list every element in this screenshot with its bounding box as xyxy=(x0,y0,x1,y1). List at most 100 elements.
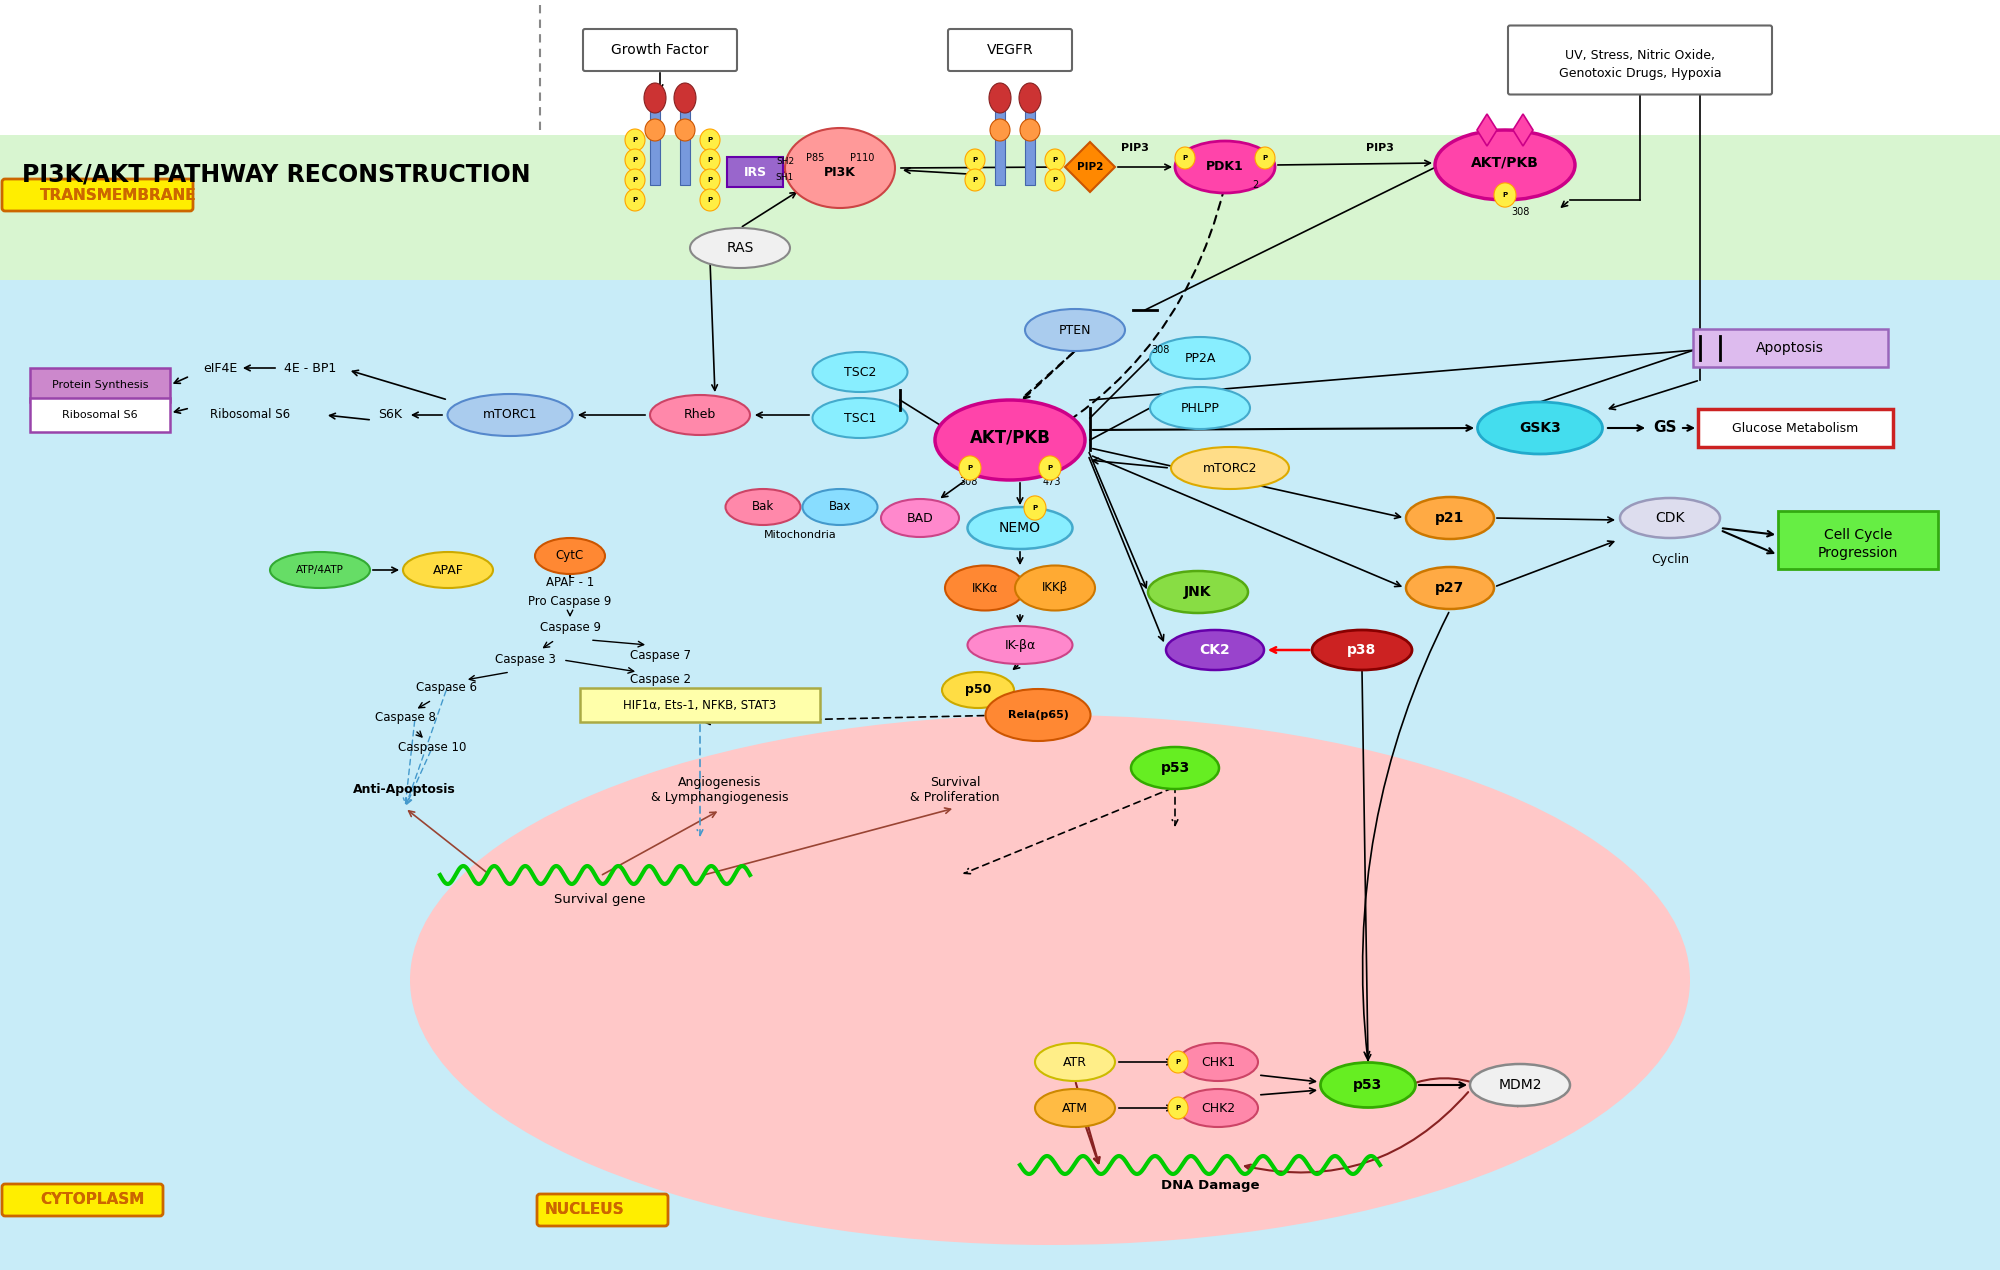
Bar xyxy=(728,157,784,187)
Ellipse shape xyxy=(1036,1043,1116,1081)
Ellipse shape xyxy=(700,130,720,151)
Ellipse shape xyxy=(270,552,370,588)
Text: CytC: CytC xyxy=(556,550,584,563)
Text: Rela(p65): Rela(p65) xyxy=(1008,710,1068,720)
Ellipse shape xyxy=(936,400,1084,480)
Ellipse shape xyxy=(1166,630,1264,671)
FancyBboxPatch shape xyxy=(1508,25,1772,94)
Text: GS: GS xyxy=(1654,420,1676,436)
Text: P: P xyxy=(1176,1059,1180,1066)
Text: APAF - 1: APAF - 1 xyxy=(546,575,594,588)
Ellipse shape xyxy=(1016,565,1096,611)
Ellipse shape xyxy=(1320,1063,1416,1107)
Text: PI3K/AKT PATHWAY RECONSTRUCTION: PI3K/AKT PATHWAY RECONSTRUCTION xyxy=(22,163,530,187)
Bar xyxy=(30,368,170,403)
Bar xyxy=(1698,409,1892,447)
Text: 308: 308 xyxy=(1510,207,1530,217)
Text: Cyclin: Cyclin xyxy=(1652,554,1688,566)
Text: Angiogenesis
& Lymphangiogenesis: Angiogenesis & Lymphangiogenesis xyxy=(652,776,788,804)
Text: p53: p53 xyxy=(1354,1078,1382,1092)
Text: 308: 308 xyxy=(1150,345,1170,356)
Text: mTORC1: mTORC1 xyxy=(482,409,538,422)
Ellipse shape xyxy=(960,456,980,480)
Text: Caspase 9: Caspase 9 xyxy=(540,621,600,635)
Text: AKT/PKB: AKT/PKB xyxy=(970,429,1050,447)
Text: P: P xyxy=(632,177,638,183)
Ellipse shape xyxy=(988,83,1012,113)
Text: P: P xyxy=(1502,192,1508,198)
Text: Ribosomal S6: Ribosomal S6 xyxy=(62,410,138,420)
Bar xyxy=(680,100,690,185)
FancyBboxPatch shape xyxy=(948,29,1072,71)
Polygon shape xyxy=(1514,114,1534,146)
Ellipse shape xyxy=(700,189,720,211)
Ellipse shape xyxy=(1044,169,1064,190)
Ellipse shape xyxy=(700,149,720,171)
Ellipse shape xyxy=(1020,83,1040,113)
Text: Rheb: Rheb xyxy=(684,409,716,422)
Text: IKKβ: IKKβ xyxy=(1042,582,1068,594)
FancyBboxPatch shape xyxy=(536,1194,668,1226)
Text: Survival
& Proliferation: Survival & Proliferation xyxy=(910,776,1000,804)
Text: P: P xyxy=(1182,155,1188,161)
Ellipse shape xyxy=(1178,1043,1258,1081)
Ellipse shape xyxy=(1024,309,1124,351)
Text: ATM: ATM xyxy=(1062,1101,1088,1115)
Ellipse shape xyxy=(410,715,1690,1245)
Bar xyxy=(996,100,1006,185)
Ellipse shape xyxy=(1406,497,1494,538)
Text: S6K: S6K xyxy=(378,409,402,422)
Bar xyxy=(0,279,2000,1270)
Text: P: P xyxy=(972,177,978,183)
Text: UV, Stress, Nitric Oxide,: UV, Stress, Nitric Oxide, xyxy=(1564,48,1716,61)
Text: SH1: SH1 xyxy=(776,174,794,183)
Ellipse shape xyxy=(1176,141,1276,193)
Ellipse shape xyxy=(1024,495,1046,521)
Text: BAD: BAD xyxy=(906,512,934,525)
Text: P: P xyxy=(632,157,638,163)
Text: TRANSMEMBRANE: TRANSMEMBRANE xyxy=(40,188,196,202)
Text: P: P xyxy=(632,137,638,144)
Ellipse shape xyxy=(1178,1088,1258,1126)
Text: P: P xyxy=(708,137,712,144)
Text: VEGFR: VEGFR xyxy=(986,43,1034,57)
Bar xyxy=(580,688,820,723)
Ellipse shape xyxy=(448,394,572,436)
Text: PDK1: PDK1 xyxy=(1206,160,1244,174)
Text: NEMO: NEMO xyxy=(1000,521,1040,535)
Text: Caspase 7: Caspase 7 xyxy=(630,649,690,662)
Ellipse shape xyxy=(1172,447,1288,489)
Text: DNA Damage: DNA Damage xyxy=(1160,1179,1260,1191)
Text: p53: p53 xyxy=(1160,761,1190,775)
Bar xyxy=(30,398,170,432)
Text: Protein Synthesis: Protein Synthesis xyxy=(52,380,148,390)
Polygon shape xyxy=(1064,142,1116,192)
Text: P: P xyxy=(708,177,712,183)
Bar xyxy=(650,100,660,185)
Text: Glucose Metabolism: Glucose Metabolism xyxy=(1732,422,1858,434)
Text: GSK3: GSK3 xyxy=(1520,420,1560,436)
Text: Caspase 8: Caspase 8 xyxy=(374,711,436,724)
Text: P85: P85 xyxy=(806,152,824,163)
Text: P: P xyxy=(708,157,712,163)
Text: NUCLEUS: NUCLEUS xyxy=(544,1203,624,1218)
Text: NUCLEUS: NUCLEUS xyxy=(544,1203,624,1218)
Text: IKKα: IKKα xyxy=(972,582,998,594)
Polygon shape xyxy=(1476,114,1496,146)
Text: P: P xyxy=(1048,465,1052,471)
Text: Pro Caspase 9: Pro Caspase 9 xyxy=(528,596,612,608)
Ellipse shape xyxy=(946,565,1024,611)
Text: p21: p21 xyxy=(1436,511,1464,525)
Text: Anti-Apoptosis: Anti-Apoptosis xyxy=(352,784,456,796)
Ellipse shape xyxy=(1478,403,1602,453)
Text: CYTOPLASM: CYTOPLASM xyxy=(40,1193,144,1208)
Text: PIP2: PIP2 xyxy=(1076,163,1104,171)
Ellipse shape xyxy=(726,489,800,525)
Text: P: P xyxy=(1052,177,1058,183)
Ellipse shape xyxy=(968,626,1072,664)
Text: ATP/4ATP: ATP/4ATP xyxy=(296,565,344,575)
Text: PIP3: PIP3 xyxy=(1366,144,1394,152)
Bar xyxy=(1024,100,1036,185)
Ellipse shape xyxy=(700,169,720,190)
Text: Caspase 3: Caspase 3 xyxy=(494,654,556,667)
